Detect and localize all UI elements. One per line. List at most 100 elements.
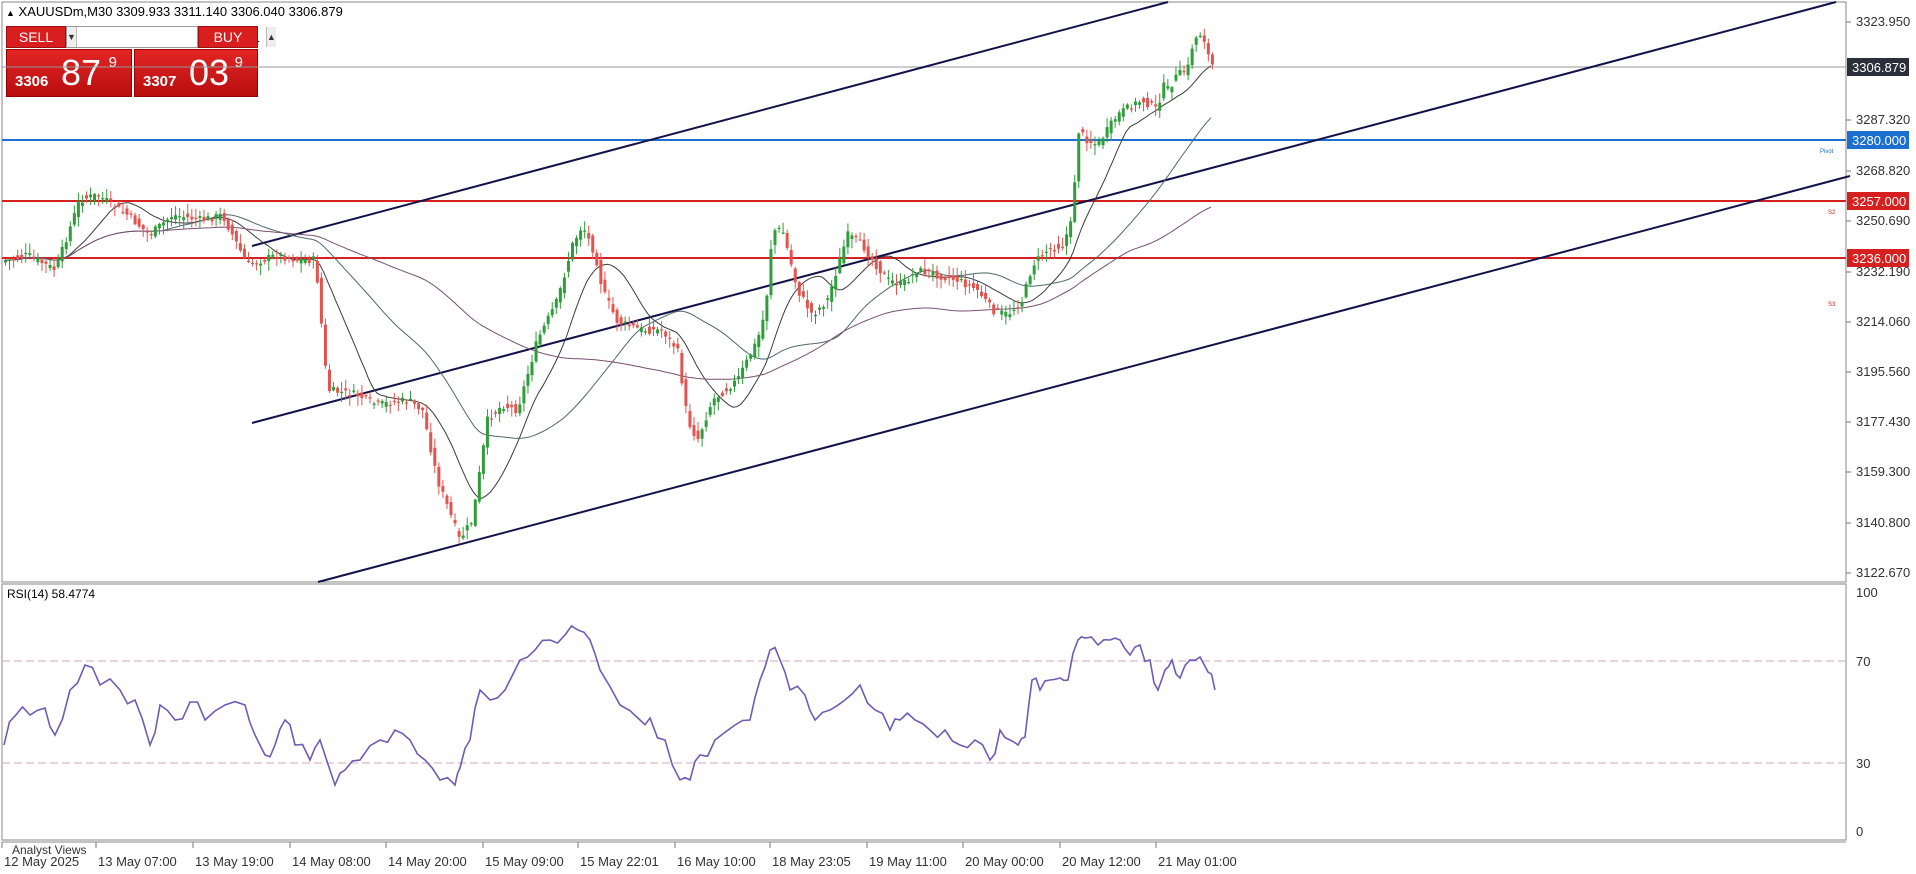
rsi-tick-label: 0 xyxy=(1856,824,1863,839)
candle-body xyxy=(724,388,728,392)
candle-body xyxy=(583,230,587,232)
candle-body xyxy=(425,412,429,430)
time-tick-label: 21 May 01:00 xyxy=(1158,854,1237,869)
candle-body xyxy=(267,254,271,262)
candle-body xyxy=(704,420,708,427)
candle-body xyxy=(255,263,259,265)
price-tick-label: 3195.560 xyxy=(1856,364,1910,379)
candle-body xyxy=(664,331,668,337)
candle-body xyxy=(16,255,20,259)
candle-body xyxy=(1117,112,1121,122)
candle-body xyxy=(907,281,911,284)
candle-body xyxy=(48,264,52,269)
candle-body xyxy=(105,198,109,201)
collapse-triangle-icon[interactable]: ▲ xyxy=(6,8,15,18)
candle-body xyxy=(647,326,651,334)
candle-body xyxy=(409,398,412,401)
candle-body xyxy=(822,306,826,309)
sell-label: SELL xyxy=(18,29,54,45)
candle-body xyxy=(518,404,522,414)
candle-body xyxy=(728,389,732,391)
candle-body xyxy=(384,402,388,407)
candle-body xyxy=(635,325,639,328)
candle-body xyxy=(24,252,28,255)
symbol-ohlc-text: XAUUSDm,M30 3309.933 3311.140 3306.040 3… xyxy=(18,4,343,19)
candle-body xyxy=(80,202,84,206)
candle-body xyxy=(575,237,579,247)
candle-body xyxy=(206,216,210,220)
candle-body xyxy=(453,519,457,524)
lot-increase-icon[interactable]: ▲ xyxy=(265,27,276,47)
candle-body xyxy=(437,466,441,487)
channel-line[interactable] xyxy=(251,1,1169,247)
buy-price-quote[interactable]: 3307 03 9 xyxy=(134,49,258,97)
buy-button[interactable]: BUY xyxy=(198,26,258,48)
candle-body xyxy=(587,233,591,239)
candle-body xyxy=(931,272,935,276)
candle-body xyxy=(469,523,473,525)
candle-body xyxy=(1202,35,1206,42)
candle-body xyxy=(202,216,206,221)
rsi-tick-label: 70 xyxy=(1856,654,1870,669)
current-price-box xyxy=(1847,58,1909,76)
candle-body xyxy=(368,397,372,399)
candle-body xyxy=(1109,120,1113,134)
candle-body xyxy=(611,304,615,313)
candle-body xyxy=(854,235,858,238)
candle-body xyxy=(85,195,88,199)
candle-body xyxy=(818,307,822,310)
candle-body xyxy=(133,215,137,225)
time-tick-label: 16 May 10:00 xyxy=(677,854,756,869)
symbol-ohlc-header: ▲ XAUUSDm,M30 3309.933 3311.140 3306.040… xyxy=(6,4,343,19)
channel-line[interactable] xyxy=(317,175,1851,583)
candle-body xyxy=(915,274,919,278)
candle-body xyxy=(60,246,64,262)
lot-decrease-icon[interactable]: ▼ xyxy=(67,27,77,47)
candle-body xyxy=(303,259,307,263)
sell-button[interactable]: SELL xyxy=(6,26,66,48)
candle-body xyxy=(522,386,526,404)
candle-body xyxy=(927,269,931,272)
candle-body xyxy=(64,242,68,249)
candle-body xyxy=(299,259,303,264)
candle-body xyxy=(895,283,898,286)
candle-body xyxy=(251,262,255,265)
candle-body xyxy=(307,258,311,264)
moving-average-line xyxy=(3,206,1212,380)
candle-body xyxy=(461,535,465,539)
candle-body xyxy=(980,291,984,297)
s2-tag: S2 xyxy=(1828,210,1836,216)
candle-body xyxy=(161,222,165,226)
channel-line[interactable] xyxy=(251,1,1837,424)
candle-body xyxy=(1186,64,1190,76)
sell-price-quote[interactable]: 3306 87 9 xyxy=(6,49,132,97)
candle-body xyxy=(708,407,712,415)
candle-body xyxy=(149,234,153,236)
time-tick-label: 12 May 2025 xyxy=(4,854,79,869)
price-tick-label: 3232.190 xyxy=(1856,264,1910,279)
analyst-views-tab[interactable]: Analyst Views xyxy=(12,843,87,857)
candle-body xyxy=(178,216,182,218)
candle-body xyxy=(72,213,76,225)
candle-body xyxy=(457,531,461,537)
candle-body xyxy=(1113,119,1117,122)
candle-body xyxy=(1036,256,1040,261)
candle-body xyxy=(534,341,538,362)
candle-body xyxy=(1028,276,1032,285)
trend-channel[interactable] xyxy=(251,1,1851,583)
level-price-box xyxy=(1847,249,1909,267)
candle-body xyxy=(477,472,481,502)
candle-body xyxy=(93,193,97,201)
candle-body xyxy=(826,298,830,300)
candle-body xyxy=(340,391,344,394)
candle-body xyxy=(745,359,749,368)
candle-body xyxy=(234,230,238,242)
candle-body xyxy=(1069,221,1073,238)
price-tick-label: 3122.670 xyxy=(1856,565,1910,580)
candle-body xyxy=(603,279,607,292)
rsi-chart-frame xyxy=(1,583,1847,841)
candle-body xyxy=(967,284,971,286)
candle-body xyxy=(761,319,765,339)
time-tick-label: 14 May 20:00 xyxy=(388,854,467,869)
